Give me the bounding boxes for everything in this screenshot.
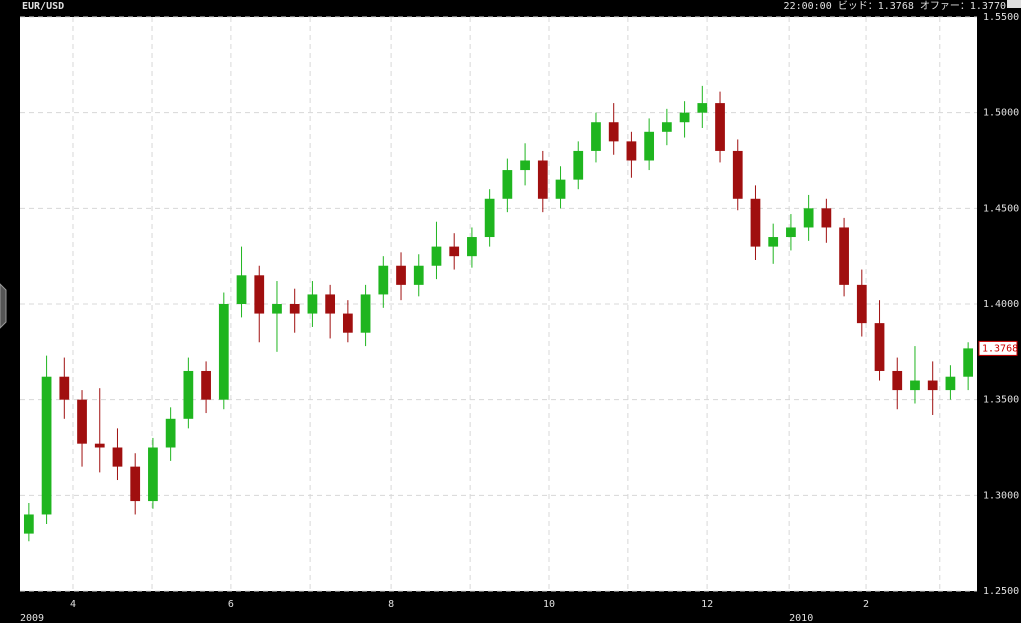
x-tick-label: 8 xyxy=(388,599,394,610)
candle-body xyxy=(715,103,725,151)
side-handle[interactable] xyxy=(0,283,7,329)
y-tick-label: 1.3500 xyxy=(983,395,1019,406)
candle-body xyxy=(130,466,141,502)
candle-body xyxy=(803,208,814,228)
y-tick-label: 1.4000 xyxy=(983,299,1019,310)
candle-body xyxy=(768,237,779,247)
price-tag-box xyxy=(978,340,1018,356)
year-label: 2009 xyxy=(20,613,44,623)
candle-body xyxy=(750,198,761,247)
candle-body xyxy=(502,170,513,199)
candle-body xyxy=(892,370,903,391)
quote: 22:00:00 ビッド：1.3768 オファー：1.3770 xyxy=(784,0,1006,12)
candle-body xyxy=(467,237,477,257)
candle-body xyxy=(484,198,495,238)
candle-body xyxy=(378,265,389,295)
x-tick-label: 2 xyxy=(863,599,869,610)
candle-body xyxy=(732,150,743,199)
candle-body xyxy=(697,103,708,113)
year-label: 2010 xyxy=(789,613,813,623)
candle-body xyxy=(839,227,849,285)
candle-body xyxy=(910,380,920,391)
candle-body xyxy=(94,443,105,448)
candle-body xyxy=(254,275,265,314)
candle-body xyxy=(786,227,796,238)
candle-body xyxy=(183,370,194,419)
candle-body xyxy=(396,265,406,285)
x-tick-label: 6 xyxy=(228,599,234,610)
candle-body xyxy=(591,122,601,151)
candle-body xyxy=(821,208,832,228)
price-tag: 1.3768 xyxy=(982,343,1018,354)
candle-body xyxy=(165,418,176,448)
candle-body xyxy=(41,376,52,515)
candle-body xyxy=(945,376,956,391)
candle-body xyxy=(608,122,619,142)
candle-body xyxy=(360,294,371,333)
candle-body xyxy=(112,447,123,467)
close-button[interactable] xyxy=(1007,0,1021,8)
x-tick-label: 10 xyxy=(543,599,555,610)
candle-body xyxy=(148,447,158,502)
candle-body xyxy=(307,294,318,314)
y-tick-label: 1.5500 xyxy=(983,12,1019,23)
candle-body xyxy=(77,399,87,444)
candle-body xyxy=(573,150,584,180)
candle-body xyxy=(449,246,460,257)
candle-body xyxy=(431,246,442,266)
candle-body xyxy=(661,122,672,132)
y-tick-label: 1.3000 xyxy=(983,490,1019,501)
y-tick-label: 1.2500 xyxy=(983,586,1019,597)
candle-body xyxy=(413,265,424,285)
x-tick-label: 12 xyxy=(701,599,713,610)
candle-body xyxy=(537,160,548,199)
candle-body xyxy=(342,313,353,333)
candle-body xyxy=(218,304,229,400)
candle-body xyxy=(325,294,336,314)
candle-body xyxy=(289,304,300,314)
candle-body xyxy=(679,112,690,123)
candle-body xyxy=(856,284,867,324)
candle-body xyxy=(963,348,974,377)
candle-body xyxy=(236,275,247,304)
candle-body xyxy=(626,141,637,161)
candle-body xyxy=(59,376,70,400)
candle-body xyxy=(272,304,282,314)
candle-body xyxy=(644,131,655,161)
candle-body xyxy=(874,323,885,371)
y-tick-label: 1.4500 xyxy=(983,203,1019,214)
candle-body xyxy=(555,179,566,199)
candle-body xyxy=(520,160,530,171)
x-tick-label: 4 xyxy=(70,599,76,610)
candle-body xyxy=(201,370,211,400)
candle-body xyxy=(927,380,938,391)
candle-body xyxy=(23,514,34,534)
symbol: EUR/USD xyxy=(22,1,64,12)
y-tick-label: 1.5000 xyxy=(983,108,1019,119)
